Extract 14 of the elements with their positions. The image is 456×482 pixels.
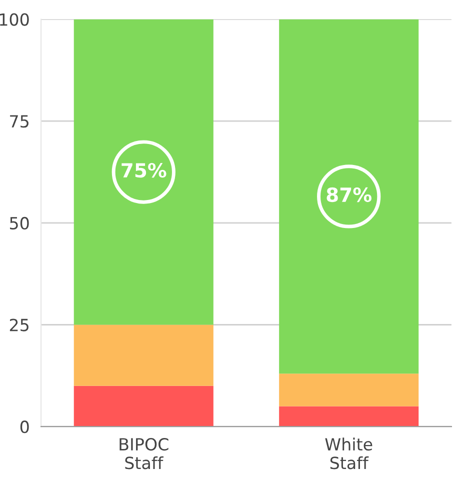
bar	[279, 374, 419, 406]
y-tick-label: 0	[20, 420, 29, 434]
bar	[74, 19, 214, 325]
y-tick-label: 50	[10, 216, 29, 230]
data-label: 75%	[122, 162, 166, 178]
x-tick-label: BIPOC Staff	[120, 438, 168, 470]
y-tick-label: 75	[10, 115, 28, 128]
y-tick-label: 25	[10, 318, 28, 332]
bar	[279, 406, 419, 427]
bar	[74, 386, 214, 427]
data-label: 87%	[326, 187, 372, 202]
y-tick-label: 100	[0, 13, 29, 26]
x-tick-label: White Staff	[325, 438, 372, 470]
bar	[74, 324, 214, 386]
